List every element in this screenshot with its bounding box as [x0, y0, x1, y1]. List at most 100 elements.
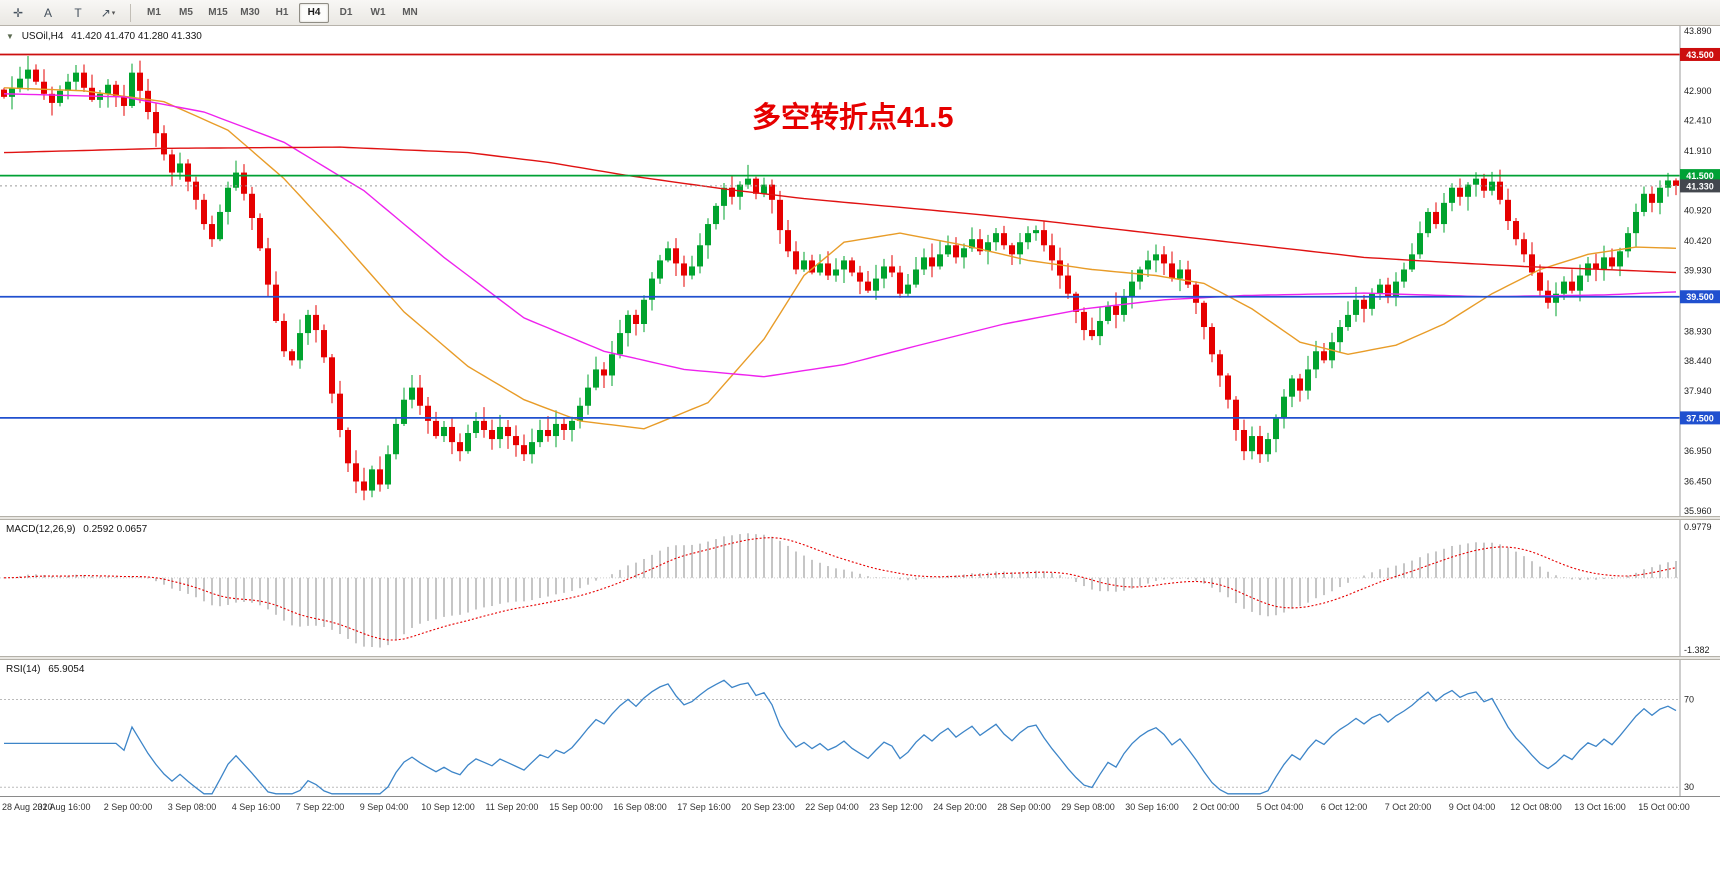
svg-text:36.950: 36.950: [1684, 446, 1712, 456]
time-axis-label: 24 Sep 20:00: [933, 802, 987, 812]
timeframe-button-h4[interactable]: H4: [299, 2, 329, 23]
toolbar: ✛ A T ↗ ▾ M1 M5 M15 M30 H1 H4 D1 W1 MN: [0, 0, 1720, 26]
tool-crosshair[interactable]: ✛: [12, 5, 24, 20]
timeframe-button-h1[interactable]: H1: [275, 7, 289, 18]
time-axis-label: 16 Sep 08:00: [613, 802, 667, 812]
time-axis-label: 10 Sep 12:00: [421, 802, 475, 812]
svg-text:42.410: 42.410: [1684, 115, 1712, 125]
symbol-timeframe-label: USOil,H4: [21, 31, 64, 42]
time-axis-label: 31 Aug 16:00: [37, 802, 91, 812]
time-axis-label: 22 Sep 04:00: [805, 802, 859, 812]
ma-slow-red: [3, 146, 1677, 274]
macd-legend: MACD(12,26,9) 0.2592 0.0657: [6, 524, 152, 535]
svg-text:42.900: 42.900: [1684, 86, 1712, 96]
panel-splitter[interactable]: [0, 656, 1720, 660]
time-axis-label: 11 Sep 20:00: [485, 802, 539, 812]
price-marker-39.500: 39.500: [1680, 290, 1720, 304]
timeframe-button-d1[interactable]: D1: [339, 7, 353, 18]
svg-text:41.330: 41.330: [1686, 181, 1714, 191]
time-axis-label: 3 Sep 08:00: [167, 802, 217, 812]
price-axis[interactable]: 43.890 42.900 42.410 41.910 40.920 40.420 39.9…: [1680, 26, 1720, 516]
macd-values: 0.2592 0.0657: [83, 524, 148, 535]
svg-text:41.500: 41.500: [1686, 171, 1714, 181]
timeframe-button-m30[interactable]: M30: [240, 7, 260, 18]
macd-histogram: [11, 533, 1677, 648]
svg-text:41.910: 41.910: [1684, 146, 1712, 156]
svg-text:37.940: 37.940: [1684, 386, 1712, 396]
svg-text:-1.382: -1.382: [1684, 645, 1710, 655]
svg-text:43.500: 43.500: [1686, 50, 1714, 60]
price-marker-41.500: 41.500: [1680, 169, 1720, 183]
candlesticks[interactable]: [1, 55, 1679, 501]
time-axis-label: 28 Sep 00:00: [997, 802, 1051, 812]
chevron-down-icon: ▾: [111, 9, 116, 17]
timeframe-button-m15[interactable]: M15: [208, 7, 228, 18]
svg-text:39.930: 39.930: [1684, 266, 1712, 276]
svg-text:35.960: 35.960: [1684, 506, 1712, 516]
svg-text:43.890: 43.890: [1684, 26, 1712, 36]
rsi-line: [4, 679, 1677, 795]
time-axis-label: 12 Oct 08:00: [1510, 802, 1562, 812]
time-axis-label: 28 Aug 2020: [2, 802, 53, 812]
macd-label: MACD(12,26,9): [6, 524, 76, 535]
rsi-legend: RSI(14) 65.9054: [6, 664, 89, 675]
timeframe-group: M1 M5 M15 M30 H1 H4 D1 W1 MN: [139, 2, 425, 23]
svg-text:40.420: 40.420: [1684, 236, 1712, 246]
chart-annotation[interactable]: 多空转折点41.5: [752, 102, 954, 134]
main-chart-panel[interactable]: 43.890 42.900 42.410 41.910 40.920 40.420 39.9…: [0, 26, 1720, 516]
rsi-label: RSI(14): [6, 664, 41, 675]
macd-panel[interactable]: 0.9779 -1.382: [0, 520, 1720, 656]
svg-text:0.9779: 0.9779: [1684, 522, 1712, 532]
ma-fast-orange: [3, 87, 1677, 430]
time-axis-label: 6 Oct 12:00: [1320, 802, 1368, 812]
tool-arrow-tool[interactable]: ↗ ▾: [100, 5, 116, 20]
toolbar-separator: [130, 3, 131, 22]
axis-background: [1680, 26, 1720, 516]
tool-text-tool[interactable]: A: [43, 5, 52, 20]
axis-background: [1680, 520, 1720, 656]
tool-label-tool[interactable]: T: [74, 5, 82, 20]
time-axis-label: 23 Sep 12:00: [869, 802, 923, 812]
time-axis-label: 7 Oct 20:00: [1384, 802, 1432, 812]
svg-text:38.440: 38.440: [1684, 356, 1712, 366]
time-axis-label: 30 Sep 16:00: [1125, 802, 1179, 812]
ohlc-values: 41.420 41.470 41.280 41.330: [71, 31, 202, 42]
time-axis-label: 15 Oct 00:00: [1638, 802, 1690, 812]
time-axis-label: 2 Oct 00:00: [1192, 802, 1240, 812]
price-marker-37.500: 37.500: [1680, 411, 1720, 425]
time-axis-label: 4 Sep 16:00: [231, 802, 281, 812]
timeframe-button-m5[interactable]: M5: [179, 7, 193, 18]
rsi-value: 65.9054: [48, 664, 85, 675]
svg-text:70: 70: [1684, 694, 1694, 704]
panel-splitter[interactable]: [0, 516, 1720, 520]
time-axis-label: 2 Sep 00:00: [103, 802, 153, 812]
svg-text:38.930: 38.930: [1684, 326, 1712, 336]
time-axis-label: 17 Sep 16:00: [677, 802, 731, 812]
svg-text:30: 30: [1684, 782, 1694, 792]
time-axis-label: 9 Sep 04:00: [359, 802, 409, 812]
time-axis-label: 15 Sep 00:00: [549, 802, 603, 812]
time-axis-label: 29 Sep 08:00: [1061, 802, 1115, 812]
timeframe-button-mn[interactable]: MN: [402, 7, 418, 18]
axis-background: [1680, 660, 1720, 796]
timeframe-button-w1[interactable]: W1: [370, 7, 386, 18]
svg-text:40.920: 40.920: [1684, 206, 1712, 216]
rsi-panel[interactable]: 70 30: [0, 660, 1720, 796]
svg-text:39.500: 39.500: [1686, 292, 1714, 302]
time-axis[interactable]: 28 Aug 2020 31 Aug 16:00 2 Sep 00:00 3 Sep …: [0, 796, 1720, 821]
price-marker-43.500: 43.500: [1680, 47, 1720, 61]
quick-trade-dropdown-icon[interactable]: ▼: [6, 32, 14, 41]
svg-text:36.450: 36.450: [1684, 476, 1712, 486]
time-axis-label: 7 Sep 22:00: [295, 802, 345, 812]
chart-legend: ▼ USOil,H4 41.420 41.470 41.280 41.330: [6, 31, 207, 42]
time-axis-label: 13 Oct 16:00: [1574, 802, 1626, 812]
timeframe-button-m1[interactable]: M1: [147, 7, 161, 18]
svg-text:37.500: 37.500: [1686, 413, 1714, 423]
time-axis-label: 9 Oct 04:00: [1448, 802, 1496, 812]
time-axis-label: 5 Oct 04:00: [1256, 802, 1304, 812]
macd-signal-line: [3, 537, 1677, 641]
ma-mid-magenta: [3, 93, 1677, 378]
time-axis-label: 20 Sep 23:00: [741, 802, 795, 812]
drawing-tools-group: ✛ A T ↗ ▾: [4, 2, 122, 24]
